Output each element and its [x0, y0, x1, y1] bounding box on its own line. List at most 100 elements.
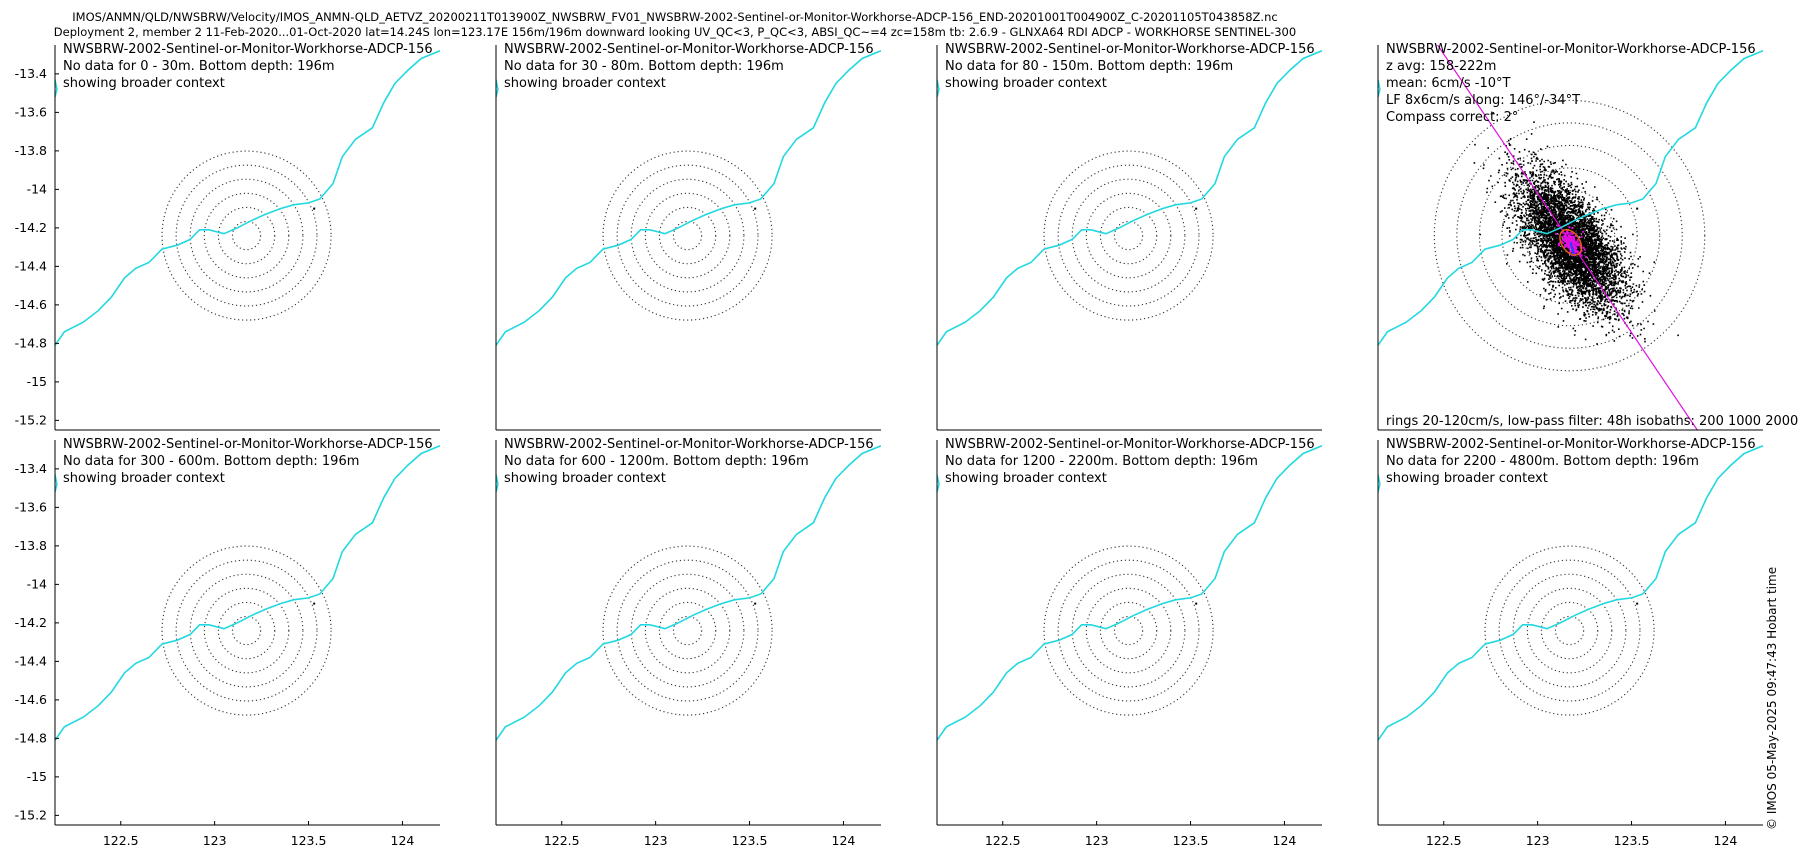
range-ring [1540, 601, 1599, 660]
range-ring [1099, 601, 1158, 660]
range-ring [1484, 545, 1655, 716]
panel-title: NWSBRW-2002-Sentinel-or-Monitor-Workhors… [63, 42, 433, 57]
range-ring [1523, 189, 1616, 282]
range-ring [189, 573, 304, 688]
y-tick-label: -13.8 [15, 538, 47, 553]
y-tick-label: -15.2 [15, 412, 47, 427]
credit-text: © IMOS 05-May-2025 09:47:43 Hobart time [1765, 566, 1779, 830]
panel-title: NWSBRW-2002-Sentinel-or-Monitor-Workhors… [945, 437, 1315, 452]
range-ring [658, 206, 717, 265]
range-ring [1456, 122, 1683, 349]
range-ring [1043, 150, 1214, 321]
range-ring [616, 164, 759, 307]
mooring-marker [1636, 207, 1639, 210]
island-outline [496, 474, 499, 493]
panel-caption-line: No data for 600 - 1200m. Bottom depth: 1… [504, 454, 809, 469]
x-tick-label: 123.5 [1614, 833, 1650, 848]
range-ring [644, 587, 731, 674]
range-ring [175, 559, 318, 702]
panel-title: NWSBRW-2002-Sentinel-or-Monitor-Workhors… [63, 437, 433, 452]
panel-caption-line: mean: 6cm/s -10°T [1386, 76, 1511, 91]
panel-6: 122.5 123 123.5 124 [495, 440, 881, 848]
panel-plot-area [1378, 445, 1763, 741]
range-ring [1085, 192, 1172, 279]
range-ring [630, 573, 745, 688]
y-tick-label: -13.8 [15, 143, 47, 158]
range-ring [217, 601, 276, 660]
panel-8: 122.5 123 123.5 124 [1377, 440, 1763, 848]
panel-caption-line: No data for 1200 - 2200m. Bottom depth: … [945, 454, 1258, 469]
island-outline [55, 79, 58, 98]
panel-plot-area [496, 50, 881, 346]
range-ring [644, 192, 731, 279]
range-ring [1526, 587, 1613, 674]
mooring-marker [313, 207, 316, 210]
panel-caption-line: No data for 80 - 150m. Bottom depth: 196… [945, 59, 1234, 74]
range-ring [616, 559, 759, 702]
coastline [496, 50, 881, 346]
y-tick-label: -13.6 [15, 499, 47, 514]
y-tick-label: -14.2 [15, 615, 47, 630]
island-outline [496, 79, 499, 98]
range-ring [602, 150, 773, 321]
range-ring [1113, 615, 1144, 646]
panel-caption-line: Compass correct: 2° [1386, 110, 1519, 125]
y-tick-label: -13.4 [15, 66, 47, 81]
x-tick-label: 123 [1085, 833, 1109, 848]
panel-7: 122.5 123 123.5 124 [936, 440, 1322, 848]
panel-caption-line: showing broader context [504, 471, 666, 486]
panel-caption-line: No data for 2200 - 4800m. Bottom depth: … [1386, 454, 1699, 469]
range-ring [203, 587, 290, 674]
island-outline [1378, 79, 1381, 98]
range-ring [161, 545, 332, 716]
panel-caption-line: No data for 300 - 600m. Bottom depth: 19… [63, 454, 360, 469]
panel-caption-line: showing broader context [63, 471, 225, 486]
x-tick-label: 123.5 [732, 833, 768, 848]
panel-plot-area [937, 445, 1322, 741]
panel-title: NWSBRW-2002-Sentinel-or-Monitor-Workhors… [945, 42, 1315, 57]
x-tick-label: 124 [1273, 833, 1297, 848]
coastline [937, 50, 1322, 346]
x-tick-label: 122.5 [103, 833, 139, 848]
panel-caption-line: No data for 30 - 80m. Bottom depth: 196m [504, 59, 784, 74]
range-ring [1498, 559, 1641, 702]
panel-caption: NWSBRW-2002-Sentinel-or-Monitor-Workhors… [1386, 41, 1756, 126]
figure-title-line-2: Deployment 2, member 2 11-Feb-2020...01-… [53, 25, 1297, 39]
x-tick-label: 124 [391, 833, 415, 848]
y-tick-label: -14 [27, 576, 47, 591]
mooring-marker [754, 602, 757, 605]
range-ring [175, 164, 318, 307]
panel-plot-area [55, 50, 440, 346]
y-tick-label: -14.8 [15, 335, 47, 350]
x-tick-label: 123 [203, 833, 227, 848]
panel-footer-note: rings 20-120cm/s, low-pass filter: 48h i… [1386, 414, 1799, 429]
range-ring [630, 178, 745, 293]
y-tick-label: -13.6 [15, 104, 47, 119]
range-ring [1043, 545, 1214, 716]
panel-plot-area [55, 445, 440, 741]
x-tick-label: 124 [1714, 833, 1738, 848]
velocity-scatter-points [1473, 112, 1679, 345]
y-tick-label: -13.4 [15, 461, 47, 476]
panel-caption: NWSBRW-2002-Sentinel-or-Monitor-Workhors… [1386, 436, 1756, 487]
y-tick-label: -14.8 [15, 730, 47, 745]
panel-caption-line: showing broader context [1386, 471, 1548, 486]
panel-caption-line: z avg: 158-222m [1386, 59, 1497, 74]
range-ring [1433, 99, 1706, 372]
panel-1: -13.4 -13.6 -13.8 -14 -14.2 -14.4 -14.6 -14.8 -1… [15, 45, 440, 431]
mooring-marker [1195, 602, 1198, 605]
coastline [55, 50, 440, 346]
x-tick-label: 123 [644, 833, 668, 848]
range-ring [161, 150, 332, 321]
range-ring [189, 178, 304, 293]
y-tick-label: -15 [27, 374, 47, 389]
range-ring [1554, 615, 1585, 646]
y-tick-label: -14 [27, 181, 47, 196]
panel-5: -13.4 -13.6 -13.8 -14 -14.2 -14.4 -14.6 -14.8 -1… [15, 440, 440, 848]
panel-caption: NWSBRW-2002-Sentinel-or-Monitor-Workhors… [63, 41, 433, 92]
range-ring [602, 545, 773, 716]
range-ring [231, 615, 262, 646]
coastline [1378, 445, 1763, 741]
panel-caption-line: showing broader context [504, 76, 666, 91]
x-tick-label: 124 [832, 833, 856, 848]
